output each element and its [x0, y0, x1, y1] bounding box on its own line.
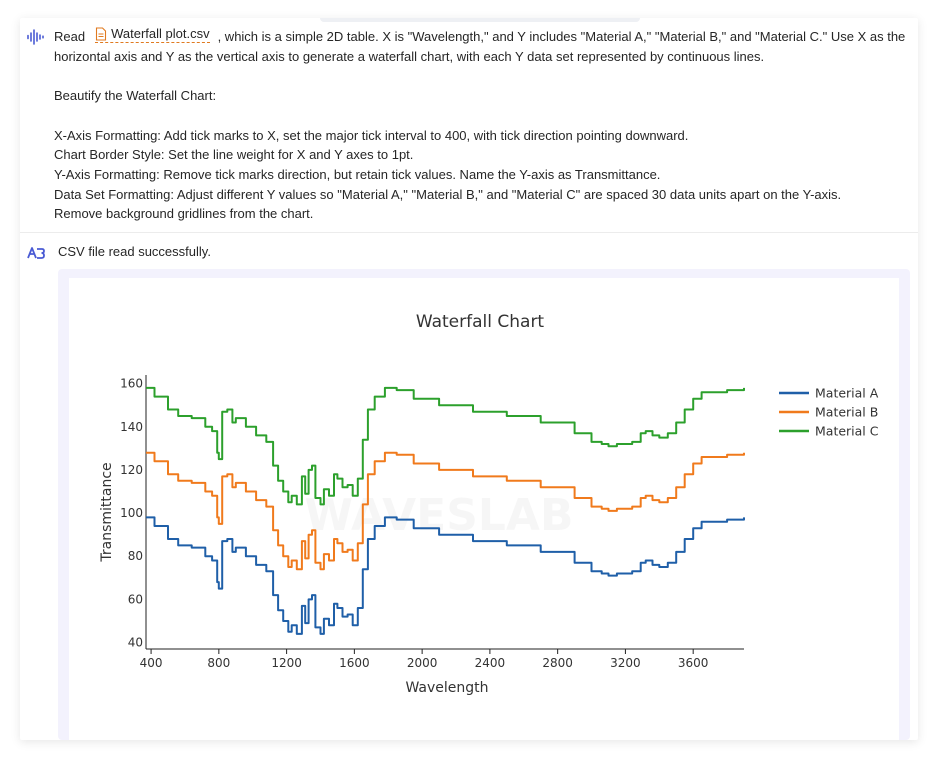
legend-label: Material C: [815, 424, 879, 439]
x-tick-label: 1600: [339, 656, 370, 670]
x-axis-instruction: X-Axis Formatting: Add tick marks to X, …: [54, 127, 689, 143]
legend-label: Material A: [815, 386, 879, 401]
file-name: Waterfall plot.csv: [111, 26, 210, 41]
file-attachment-chip[interactable]: Waterfall plot.csv: [95, 26, 210, 43]
y-tick-label: 60: [128, 592, 143, 606]
user-message-text: Read Waterfall plot.csv, which is a simpl…: [54, 26, 914, 224]
assistant-logo-icon: [27, 246, 45, 260]
y-axis-instruction: Y-Axis Formatting: Remove tick marks dir…: [54, 166, 661, 182]
dataset-instruction: Data Set Formatting: Adjust different Y …: [54, 186, 842, 202]
grid-instruction: Remove background gridlines from the cha…: [54, 206, 314, 222]
x-tick-label: 3600: [678, 656, 709, 670]
chart-title: Waterfall Chart: [416, 312, 545, 332]
instruction-paragraph: Read Waterfall plot.csv, which is a simpl…: [54, 26, 914, 66]
voice-wave-icon: [26, 28, 44, 46]
assistant-message-row: CSV file read successfully. WAVESLAB Wate…: [20, 233, 918, 740]
y-tick-label: 120: [120, 463, 143, 477]
x-tick-label: 1200: [271, 656, 302, 670]
x-tick-label: 2400: [475, 656, 506, 670]
document-icon: [96, 27, 107, 41]
x-tick-label: 3200: [610, 656, 641, 670]
y-axis-label: Transmittance: [99, 462, 115, 562]
y-tick-label: 140: [120, 420, 143, 434]
chart-canvas: WAVESLAB Waterfall Chart 400 800 1200 1600 200…: [69, 278, 899, 740]
assistant-status-text: CSV file read successfully.: [58, 244, 211, 259]
chart-output-frame: WAVESLAB Waterfall Chart 400 800 1200 1600 200…: [58, 269, 910, 740]
border-instruction: Chart Border Style: Set the line weight …: [54, 147, 414, 163]
y-tick-label: 80: [128, 549, 143, 563]
top-toolbar-hint: [320, 18, 640, 22]
read-word: Read: [54, 29, 86, 44]
message-divider: [20, 232, 918, 233]
x-tick-label: 2800: [542, 656, 573, 670]
beautify-heading: Beautify the Waterfall Chart:: [54, 88, 217, 104]
instruction-rest: , which is a simple 2D table. X is "Wave…: [54, 29, 906, 64]
x-tick-label: 400: [140, 656, 163, 670]
y-tick-label: 160: [120, 377, 143, 391]
y-tick-label: 40: [128, 636, 143, 650]
conversation-card: Read Waterfall plot.csv, which is a simpl…: [20, 18, 918, 740]
user-message-row: Read Waterfall plot.csv, which is a simpl…: [20, 18, 918, 232]
x-tick-label: 2000: [407, 656, 438, 670]
x-axis-label: Wavelength: [405, 680, 488, 696]
series-line-3: [146, 386, 745, 506]
y-tick-label: 100: [120, 506, 143, 520]
series-line-1: [146, 516, 745, 635]
legend-label: Material B: [815, 405, 878, 420]
series-line-2: [146, 451, 745, 571]
x-tick-label: 800: [207, 656, 230, 670]
